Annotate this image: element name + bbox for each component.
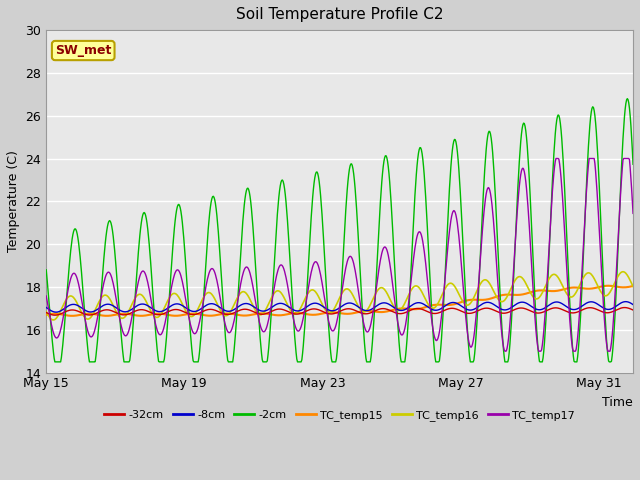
Text: SW_met: SW_met [55,44,111,57]
Title: Soil Temperature Profile C2: Soil Temperature Profile C2 [236,7,444,22]
Y-axis label: Temperature (C): Temperature (C) [7,150,20,252]
Legend: -32cm, -8cm, -2cm, TC_temp15, TC_temp16, TC_temp17: -32cm, -8cm, -2cm, TC_temp15, TC_temp16,… [100,406,579,425]
X-axis label: Time: Time [602,396,633,409]
